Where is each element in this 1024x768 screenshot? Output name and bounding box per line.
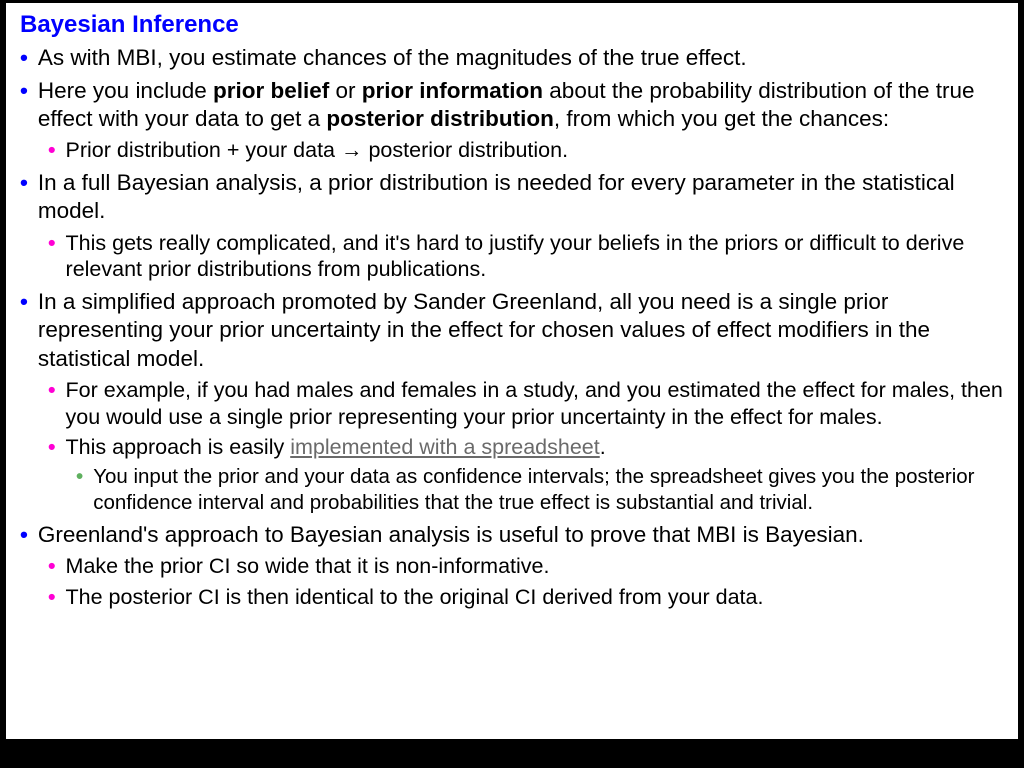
bullet-dot-icon: • (48, 377, 56, 404)
bullet-lvl2: • The posterior CI is then identical to … (48, 584, 1004, 611)
bullet-lvl1: • Greenland's approach to Bayesian analy… (20, 521, 1004, 549)
bullet-text: As with MBI, you estimate chances of the… (38, 44, 1004, 72)
spreadsheet-link[interactable]: implemented with a spreadsheet (290, 435, 600, 459)
bullet-lvl3: • You input the prior and your data as c… (76, 464, 1004, 515)
bullet-dot-icon: • (76, 464, 83, 490)
arrow-icon: → (341, 138, 363, 162)
bullet-dot-icon: • (48, 553, 56, 580)
bullet-text: For example, if you had males and female… (66, 377, 1004, 431)
bullet-dot-icon: • (48, 137, 56, 164)
text-bold: prior belief (213, 78, 329, 103)
slide-title: Bayesian Inference (20, 11, 1004, 39)
bullet-dot-icon: • (20, 288, 28, 316)
text-run: Here you include (38, 78, 213, 103)
bullet-dot-icon: • (20, 169, 28, 197)
text-run: , from which you get the chances: (554, 106, 889, 131)
bullet-text: This gets really complicated, and it's h… (66, 230, 1004, 284)
bullet-dot-icon: • (48, 584, 56, 611)
bullet-lvl1: • In a simplified approach promoted by S… (20, 288, 1004, 372)
bullet-lvl2: • This gets really complicated, and it's… (48, 230, 1004, 284)
slide-container: Bayesian Inference • As with MBI, you es… (3, 0, 1021, 742)
text-run: This approach is easily (66, 435, 291, 459)
bullet-text: You input the prior and your data as con… (93, 464, 1004, 515)
bullet-text: The posterior CI is then identical to th… (66, 584, 1004, 611)
bullet-text: This approach is easily implemented with… (66, 434, 1004, 461)
bullet-text: Greenland's approach to Bayesian analysi… (38, 521, 1004, 549)
bullet-text: In a simplified approach promoted by San… (38, 288, 1004, 372)
text-run: or (329, 78, 362, 103)
bullet-dot-icon: • (20, 77, 28, 105)
text-run: . (600, 435, 606, 459)
bullet-lvl2: • Prior distribution + your data → poste… (48, 137, 1004, 164)
bullet-dot-icon: • (20, 521, 28, 549)
text-run: posterior distribution. (363, 138, 569, 162)
bullet-dot-icon: • (20, 44, 28, 72)
bullet-text: Make the prior CI so wide that it is non… (66, 553, 1004, 580)
bullet-dot-icon: • (48, 434, 56, 461)
bullet-lvl2: • Make the prior CI so wide that it is n… (48, 553, 1004, 580)
bullet-lvl2: • This approach is easily implemented wi… (48, 434, 1004, 461)
bullet-lvl1: • Here you include prior belief or prior… (20, 77, 1004, 133)
bullet-lvl2: • For example, if you had males and fema… (48, 377, 1004, 431)
text-bold: posterior distribution (326, 106, 554, 131)
bullet-lvl1: • In a full Bayesian analysis, a prior d… (20, 169, 1004, 225)
bullet-text: In a full Bayesian analysis, a prior dis… (38, 169, 1004, 225)
text-bold: prior information (362, 78, 543, 103)
bullet-dot-icon: • (48, 230, 56, 257)
bullet-text: Prior distribution + your data → posteri… (66, 137, 1004, 164)
bullet-lvl1: • As with MBI, you estimate chances of t… (20, 44, 1004, 72)
text-run: Prior distribution + your data (66, 138, 341, 162)
bullet-text: Here you include prior belief or prior i… (38, 77, 1004, 133)
